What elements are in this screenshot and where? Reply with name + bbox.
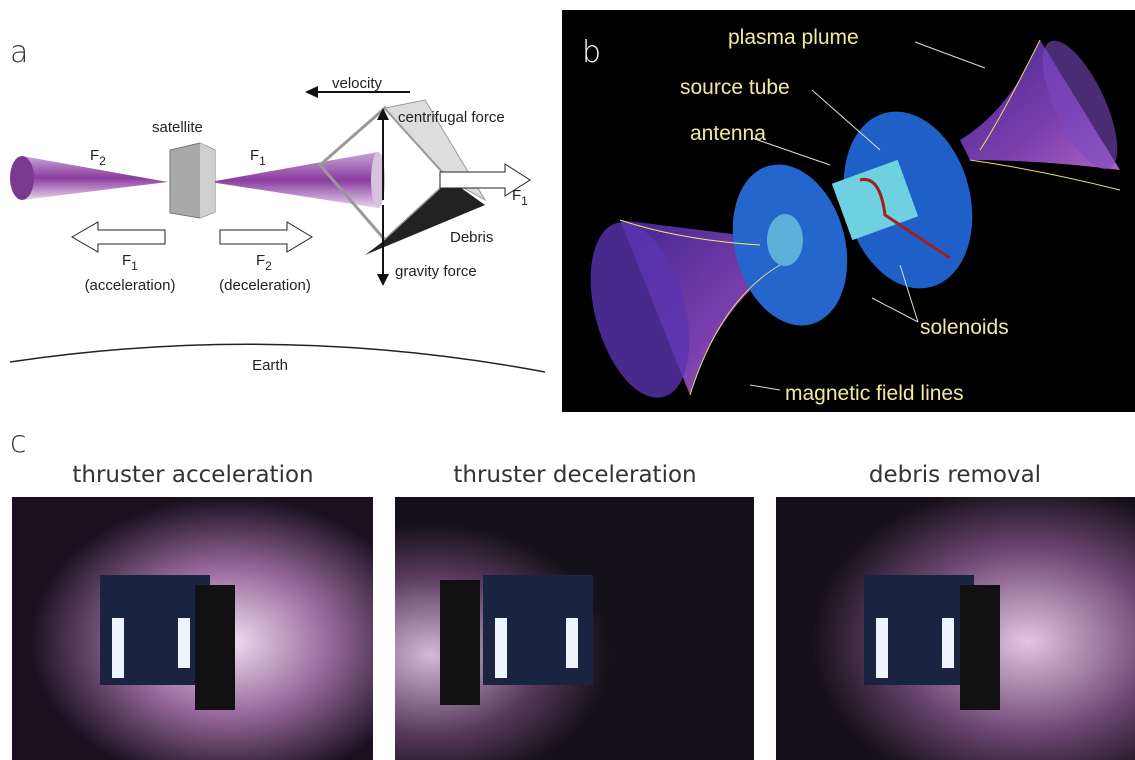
arrow	[377, 274, 389, 286]
source-tube	[767, 214, 803, 266]
label: velocity	[332, 75, 383, 92]
force-label: F1	[122, 252, 138, 273]
panel-c: c thruster acceleration thruster deceler…	[10, 425, 1135, 760]
hollow-arrow	[72, 222, 165, 252]
label: gravity force	[395, 263, 477, 280]
plasma-glow	[566, 618, 578, 668]
solenoid	[195, 585, 235, 710]
label: source tube	[680, 76, 790, 99]
label: satellite	[152, 119, 203, 136]
label: plasma plume	[728, 26, 859, 49]
subscript: 1	[521, 194, 528, 208]
plume-cone	[210, 152, 378, 208]
plasma-glow	[876, 618, 888, 678]
subscript: 2	[265, 259, 272, 273]
label: antenna	[690, 122, 766, 145]
hollow-arrow	[220, 222, 312, 252]
label: (acceleration)	[85, 277, 176, 294]
subscript: 1	[131, 259, 138, 273]
plume-cone	[10, 156, 34, 200]
label: Earth	[252, 357, 288, 374]
panel-a: a velocity centrifugal force satellite F…	[10, 35, 545, 374]
force-label: F2	[256, 252, 272, 273]
plasma-glow	[942, 618, 954, 668]
solenoid	[960, 585, 1000, 710]
figure: a velocity centrifugal force satellite F…	[0, 0, 1135, 760]
photo-title: thruster acceleration	[72, 462, 313, 488]
symbol: F	[122, 252, 131, 269]
plasma-glow	[495, 618, 507, 678]
panel-label: c	[10, 425, 27, 460]
solenoid	[440, 580, 480, 705]
subscript: 1	[259, 154, 266, 168]
label: centrifugal force	[398, 109, 505, 126]
force-label: F1	[512, 187, 528, 208]
label: solenoids	[920, 316, 1009, 339]
symbol: F	[512, 187, 521, 204]
panel-b: b plasma plume source tube antenna solen…	[562, 10, 1135, 412]
plasma-glow	[112, 618, 124, 678]
force-label: F1	[250, 147, 266, 168]
symbol: F	[250, 147, 259, 164]
force-label: F2	[90, 147, 106, 168]
panel-label: a	[10, 35, 28, 70]
label: Debris	[450, 229, 493, 246]
panel-label: b	[582, 35, 601, 70]
photo-title: thruster deceleration	[453, 462, 696, 488]
symbol: F	[90, 147, 99, 164]
label: (deceleration)	[219, 277, 311, 294]
satellite	[200, 143, 215, 218]
label: magnetic field lines	[785, 382, 964, 405]
photo-title: debris removal	[869, 462, 1041, 488]
plasma-glow	[178, 618, 190, 668]
symbol: F	[256, 252, 265, 269]
arrow	[305, 86, 318, 98]
subscript: 2	[99, 154, 106, 168]
